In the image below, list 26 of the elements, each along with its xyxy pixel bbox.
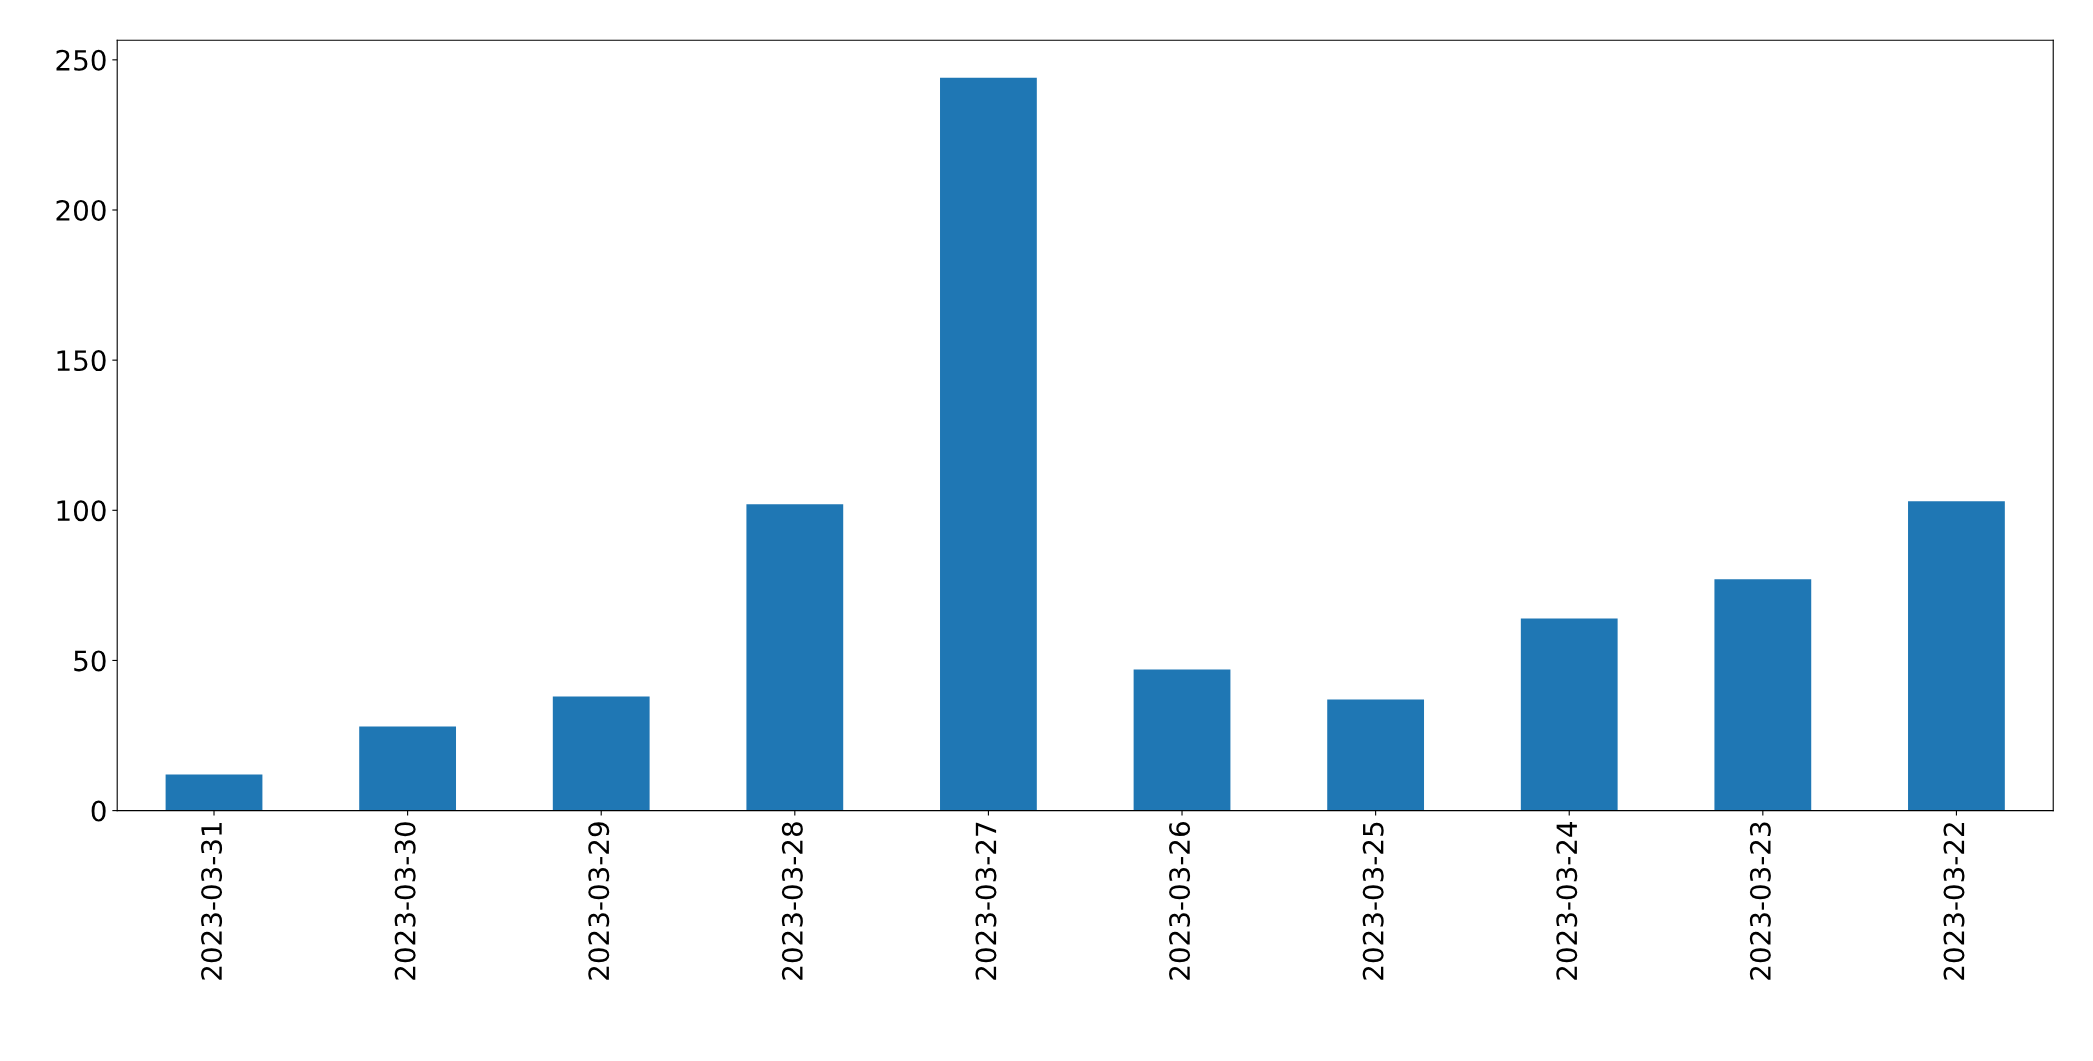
bar [165, 774, 263, 811]
x-tick-label: 2023-03-22 [1943, 823, 1965, 980]
y-tick-label: 250 [56, 49, 106, 71]
bar [1327, 699, 1425, 811]
x-tick-label: 2023-03-24 [1556, 821, 1578, 980]
y-tick-label: 150 [57, 350, 106, 372]
y-tick-label: 100 [57, 500, 106, 522]
bar [746, 504, 844, 811]
x-tick-label: 2023-03-25 [1362, 822, 1384, 980]
y-tick-label: 50 [74, 650, 106, 672]
x-tick-label: 2023-03-23 [1749, 822, 1771, 980]
x-tick-label: 2023-03-26 [1169, 822, 1191, 980]
x-tick-label: 2023-03-28 [781, 822, 803, 980]
y-tick-label: 0 [91, 800, 106, 822]
x-tick-label: 2023-03-30 [394, 822, 416, 980]
x-tick-label: 2023-03-29 [588, 822, 610, 980]
x-tick-label: 2023-03-27 [975, 822, 997, 980]
bar [1133, 669, 1231, 811]
bar [1908, 501, 2005, 811]
x-tick-label: 2023-03-31 [201, 822, 223, 980]
bar [359, 726, 457, 811]
bar [940, 77, 1037, 811]
bar [552, 696, 650, 811]
bar [1520, 618, 1618, 811]
y-tick-label: 200 [56, 199, 106, 221]
bar [1714, 579, 1812, 811]
